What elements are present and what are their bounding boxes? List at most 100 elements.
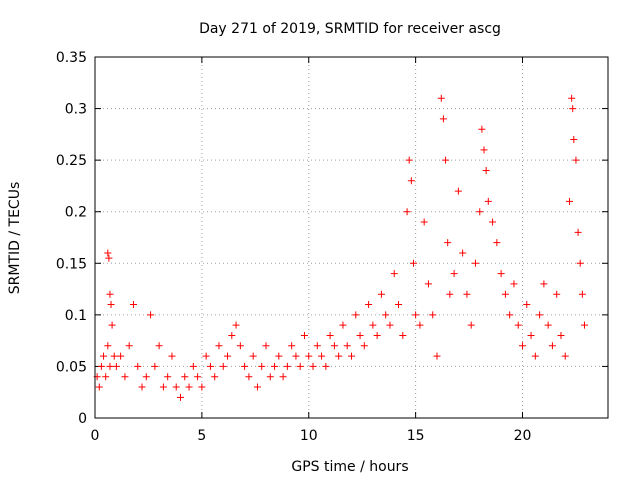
data-point (322, 362, 330, 370)
data-point (168, 352, 176, 360)
data-point (102, 373, 110, 381)
data-point (134, 362, 142, 370)
data-point (480, 146, 488, 154)
data-point (403, 208, 411, 216)
data-point (523, 301, 531, 309)
data-point (181, 373, 189, 381)
data-point (271, 362, 279, 370)
data-point (275, 352, 283, 360)
data-point (147, 311, 155, 319)
data-point (215, 342, 223, 350)
y-tick-label: 0.05 (56, 359, 87, 375)
data-point (510, 280, 518, 288)
data-point (288, 342, 296, 350)
data-point (194, 373, 202, 381)
data-point (484, 197, 492, 205)
data-point (202, 352, 210, 360)
y-tick-label: 0.35 (56, 50, 87, 66)
data-point (151, 362, 159, 370)
data-point (104, 249, 112, 257)
data-point (369, 321, 377, 329)
data-point (450, 270, 458, 278)
data-point (527, 331, 535, 339)
data-point (138, 383, 146, 391)
data-point (121, 373, 129, 381)
data-point (544, 321, 552, 329)
data-point (107, 301, 115, 309)
data-point (356, 331, 364, 339)
y-tick-label: 0.2 (65, 205, 87, 221)
data-point (112, 362, 120, 370)
data-point (519, 342, 526, 350)
data-point (501, 290, 509, 298)
data-point (497, 270, 505, 278)
data-point (339, 321, 347, 329)
data-point (471, 259, 479, 267)
data-point (433, 352, 441, 360)
data-point (442, 156, 450, 164)
data-point (106, 290, 114, 298)
data-point (578, 290, 586, 298)
tick-labels: 0 5 10 15 20 0 0.05 0.1 0.15 0.2 0.25 0.3 0.35 (56, 50, 532, 444)
data-point (463, 290, 471, 298)
data-point (476, 208, 484, 216)
data-point (177, 393, 184, 401)
data-point (489, 218, 497, 226)
data-point (506, 311, 514, 319)
data-point (377, 290, 385, 298)
data-point (283, 362, 291, 370)
data-point (206, 362, 214, 370)
data-point (553, 290, 561, 298)
data-point (335, 352, 343, 360)
data-point (405, 156, 413, 164)
data-point (266, 373, 274, 381)
data-point (580, 321, 588, 329)
data-point (97, 362, 105, 370)
data-point (348, 352, 355, 360)
data-point (279, 373, 287, 381)
data-point (569, 105, 577, 113)
data-point (219, 362, 227, 370)
data-point (249, 352, 257, 360)
data-point (352, 311, 360, 319)
data-point (386, 321, 394, 329)
data-point (172, 383, 180, 391)
x-tick-label: 10 (300, 428, 318, 444)
y-tick-label: 0.25 (56, 153, 87, 169)
data-point (142, 373, 150, 381)
data-point (540, 280, 548, 288)
data-point (409, 259, 417, 267)
x-tick-label: 20 (514, 428, 532, 444)
data-point (444, 239, 452, 247)
x-tick-label: 5 (197, 428, 206, 444)
axis-ticks (94, 56, 608, 419)
y-axis-label: SRMTID / TECUs (7, 182, 23, 295)
data-point (211, 373, 219, 381)
data-point (399, 331, 407, 339)
data-point (536, 311, 544, 319)
y-tick-label: 0.15 (56, 256, 87, 272)
data-point (424, 280, 432, 288)
data-points (93, 94, 588, 401)
data-point (416, 321, 424, 329)
grid-lines (95, 57, 608, 418)
data-point (574, 228, 582, 236)
data-point (300, 331, 308, 339)
data-point (568, 94, 576, 102)
data-point (373, 331, 381, 339)
data-point (224, 352, 232, 360)
data-point (570, 136, 578, 144)
x-tick-label: 0 (91, 428, 100, 444)
data-point (108, 321, 116, 329)
data-point (95, 383, 103, 391)
data-point (566, 197, 574, 205)
data-point (236, 342, 244, 350)
data-point (228, 331, 236, 339)
data-point (198, 383, 206, 391)
data-point (454, 187, 462, 195)
data-point (258, 362, 266, 370)
data-point (245, 373, 253, 381)
data-point (514, 321, 522, 329)
data-point (493, 239, 501, 247)
data-point (110, 352, 118, 360)
